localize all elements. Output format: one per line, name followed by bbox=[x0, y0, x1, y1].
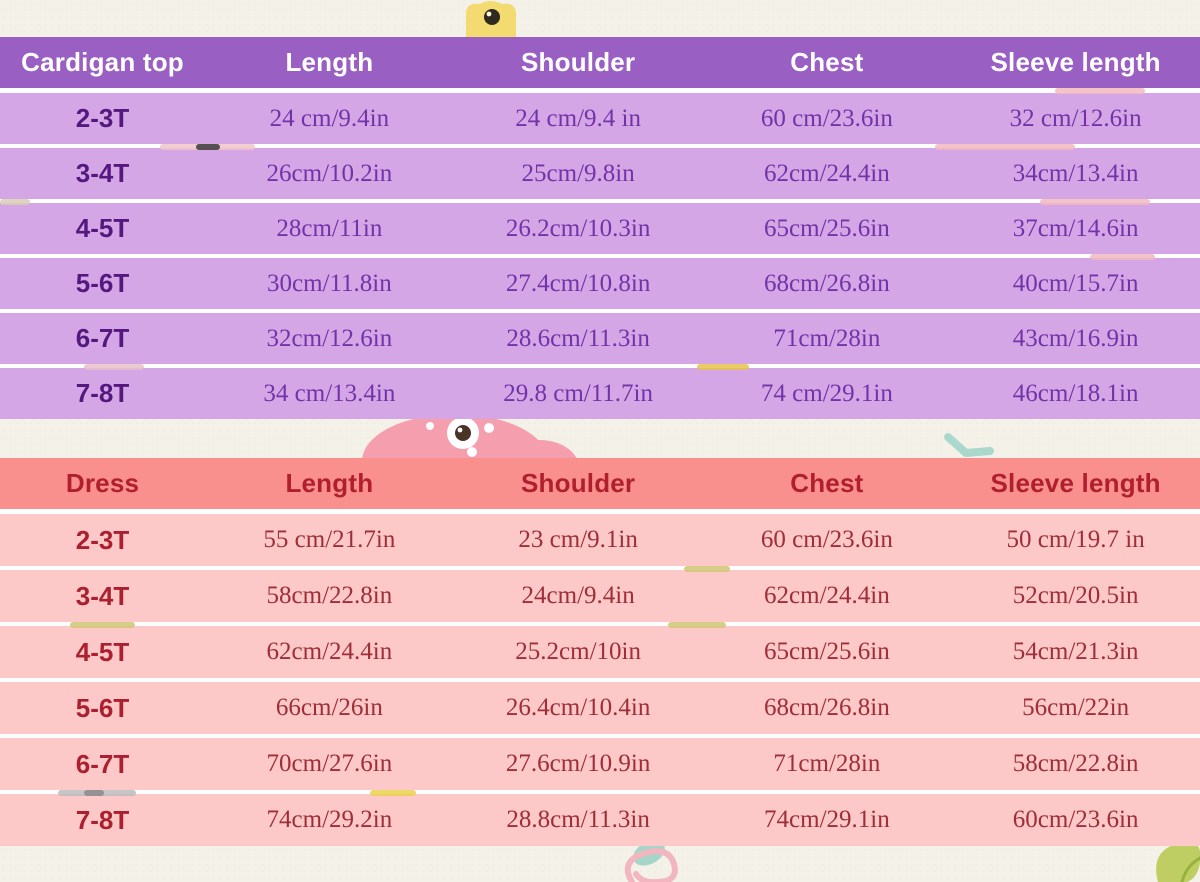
value-cell: 74cm/29.2in bbox=[266, 806, 393, 833]
table-body: 2-3T 55 cm/21.7in 23 cm/9.1in 60 cm/23.6in 5… bbox=[0, 514, 1200, 846]
yellow-animal-head-icon bbox=[466, 1, 516, 40]
table-row: 7-8T 74cm/29.2in 28.8cm/11.3in 74cm/29.1in 6… bbox=[0, 794, 1200, 846]
header-cell-shoulder: Shoulder bbox=[520, 468, 636, 498]
value-cell: 24 cm/9.4 in bbox=[515, 104, 641, 132]
table-row: 3-4T 26cm/10.2in 25cm/9.8in 62cm/24.4in 34cm… bbox=[0, 148, 1200, 199]
value-cell: 58cm/22.8in bbox=[1012, 750, 1139, 777]
value-cell: 24cm/9.4in bbox=[521, 582, 635, 609]
table-row: 6-7T 70cm/27.6in 27.6cm/10.9in 71cm/28in 58c… bbox=[0, 738, 1200, 790]
header-cell-chest: Chest bbox=[790, 468, 864, 498]
value-cell: 74 cm/29.1in bbox=[760, 379, 893, 407]
size-cell: 6-7T bbox=[75, 748, 130, 779]
size-cell: 4-5T bbox=[75, 636, 130, 667]
value-cell: 27.4cm/10.8in bbox=[505, 269, 651, 297]
green-leaf-icon bbox=[1156, 841, 1200, 882]
table-row: 4-5T 62cm/24.4in 25.2cm/10in 65cm/25.6in 54c… bbox=[0, 626, 1200, 678]
size-cell: 7-8T bbox=[75, 804, 130, 835]
value-cell: 29.8 cm/11.7in bbox=[503, 379, 653, 407]
size-cell: 3-4T bbox=[75, 158, 130, 188]
table-row: 4-5T 28cm/11in 26.2cm/10.3in 65cm/25.6in 37c… bbox=[0, 203, 1200, 254]
size-cell: 7-8T bbox=[75, 378, 130, 408]
value-cell: 27.6cm/10.9in bbox=[505, 750, 651, 777]
table-header-row: Dress Length Shoulder Chest Sleeve lengt… bbox=[0, 458, 1200, 509]
table-row: 2-3T 24 cm/9.4in 24 cm/9.4 in 60 cm/23.6in 3… bbox=[0, 93, 1200, 144]
value-cell: 60 cm/23.6in bbox=[760, 104, 893, 132]
value-cell: 40cm/15.7in bbox=[1012, 269, 1139, 297]
header-cell-length: Length bbox=[285, 47, 374, 77]
table-row: 7-8T 34 cm/13.4in 29.8 cm/11.7in 74 cm/29.1… bbox=[0, 368, 1200, 419]
value-cell: 37cm/14.6in bbox=[1012, 214, 1139, 242]
value-cell: 28cm/11in bbox=[276, 214, 383, 242]
value-cell: 70cm/27.6in bbox=[266, 750, 393, 777]
table-row: 5-6T 30cm/11.8in 27.4cm/10.8in 68cm/26.8in 4… bbox=[0, 258, 1200, 309]
value-cell: 71cm/28in bbox=[773, 750, 881, 777]
header-cell-category: Cardigan top bbox=[21, 47, 184, 77]
table-row: 2-3T 55 cm/21.7in 23 cm/9.1in 60 cm/23.6in 5… bbox=[0, 514, 1200, 566]
value-cell: 28.8cm/11.3in bbox=[506, 806, 650, 833]
cardigan-size-table: Cardigan top Length Shoulder Chest Sleev… bbox=[0, 37, 1200, 419]
value-cell: 60cm/23.6in bbox=[1012, 806, 1139, 833]
value-cell: 46cm/18.1in bbox=[1012, 379, 1139, 407]
size-cell: 2-3T bbox=[75, 524, 130, 555]
size-cell: 4-5T bbox=[75, 213, 130, 243]
value-cell: 32 cm/12.6in bbox=[1009, 104, 1142, 132]
table-row: 3-4T 58cm/22.8in 24cm/9.4in 62cm/24.4in 52cm… bbox=[0, 570, 1200, 622]
value-cell: 52cm/20.5in bbox=[1012, 582, 1139, 609]
value-cell: 25.2cm/10in bbox=[515, 638, 641, 665]
size-cell: 2-3T bbox=[75, 103, 130, 133]
value-cell: 26.4cm/10.4in bbox=[505, 694, 651, 721]
value-cell: 65cm/25.6in bbox=[764, 638, 890, 665]
value-cell: 28.6cm/11.3in bbox=[506, 324, 650, 352]
value-cell: 50 cm/19.7 in bbox=[1006, 526, 1145, 553]
value-cell: 54cm/21.3in bbox=[1012, 638, 1139, 665]
table-row: 5-6T 66cm/26in 26.4cm/10.4in 68cm/26.8in 56c… bbox=[0, 682, 1200, 734]
value-cell: 34cm/13.4in bbox=[1012, 159, 1139, 187]
value-cell: 71cm/28in bbox=[773, 324, 881, 352]
value-cell: 56cm/22in bbox=[1022, 694, 1130, 721]
table-row: 6-7T 32cm/12.6in 28.6cm/11.3in 71cm/28in 43c… bbox=[0, 313, 1200, 364]
value-cell: 43cm/16.9in bbox=[1012, 324, 1139, 352]
value-cell: 26cm/10.2in bbox=[266, 159, 393, 187]
value-cell: 62cm/24.4in bbox=[764, 582, 890, 609]
header-cell-chest: Chest bbox=[790, 47, 864, 77]
value-cell: 58cm/22.8in bbox=[266, 582, 393, 609]
header-cell-length: Length bbox=[285, 468, 374, 498]
value-cell: 32cm/12.6in bbox=[266, 324, 393, 352]
value-cell: 60 cm/23.6in bbox=[760, 526, 893, 553]
value-cell: 65cm/25.6in bbox=[764, 214, 890, 242]
value-cell: 24 cm/9.4in bbox=[269, 104, 390, 132]
value-cell: 74cm/29.1in bbox=[764, 806, 890, 833]
dress-size-table: Dress Length Shoulder Chest Sleeve lengt… bbox=[0, 458, 1200, 846]
value-cell: 68cm/26.8in bbox=[764, 269, 890, 297]
table-header-row: Cardigan top Length Shoulder Chest Sleev… bbox=[0, 37, 1200, 88]
header-cell-sleeve-length: Sleeve length bbox=[990, 47, 1161, 77]
value-cell: 62cm/24.4in bbox=[764, 159, 890, 187]
value-cell: 68cm/26.8in bbox=[764, 694, 890, 721]
size-cell: 5-6T bbox=[75, 268, 130, 298]
table-body: 2-3T 24 cm/9.4in 24 cm/9.4 in 60 cm/23.6in 3… bbox=[0, 93, 1200, 419]
size-cell: 5-6T bbox=[75, 692, 130, 723]
header-cell-category: Dress bbox=[65, 468, 140, 498]
value-cell: 30cm/11.8in bbox=[266, 269, 392, 297]
teal-sprout-icon bbox=[944, 433, 994, 457]
value-cell: 62cm/24.4in bbox=[266, 638, 393, 665]
value-cell: 55 cm/21.7in bbox=[263, 526, 396, 553]
value-cell: 25cm/9.8in bbox=[521, 159, 635, 187]
header-cell-sleeve-length: Sleeve length bbox=[990, 468, 1161, 498]
value-cell: 34 cm/13.4in bbox=[263, 379, 396, 407]
size-cell: 3-4T bbox=[75, 580, 130, 611]
value-cell: 66cm/26in bbox=[275, 694, 383, 721]
header-cell-shoulder: Shoulder bbox=[520, 47, 636, 77]
value-cell: 26.2cm/10.3in bbox=[505, 214, 651, 242]
size-cell: 6-7T bbox=[75, 323, 130, 353]
value-cell: 23 cm/9.1in bbox=[518, 526, 638, 553]
